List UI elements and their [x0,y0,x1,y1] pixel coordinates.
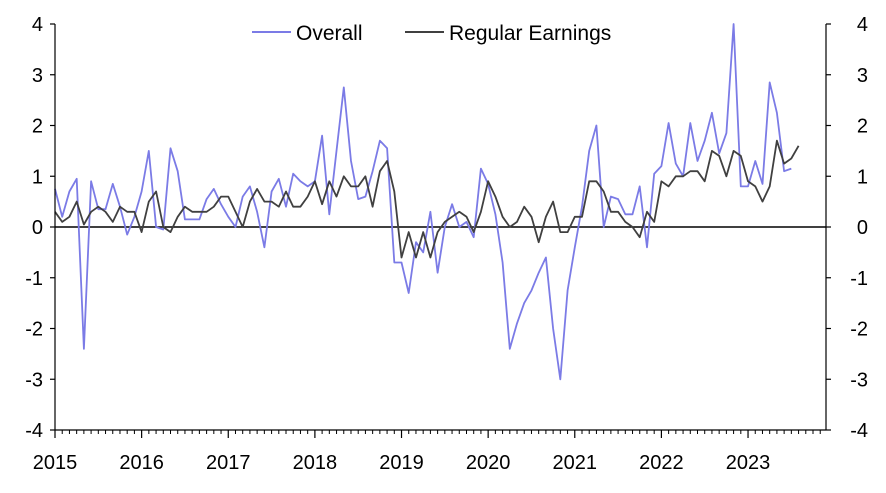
y-tick-label-right: 1 [857,166,868,188]
y-tick-label-right: 4 [857,14,868,36]
y-tick-label-left: -4 [25,420,43,442]
y-tick-label-right: 2 [857,116,868,138]
legend: Overall Regular Earnings [252,22,611,45]
y-tick-label-right: 3 [857,65,868,87]
x-tick-label: 2018 [293,452,338,474]
x-tick-label: 2021 [553,452,598,474]
series-line-regular-earnings [54,139,800,259]
y-tick-label-right: 0 [857,217,868,239]
x-tick-label: 2022 [639,452,684,474]
y-tick-label-left: 0 [32,217,43,239]
series-line-overall [54,23,792,381]
axes-group: -4 -4 -3 -3 -2 -2 -1 -1 0 0 1 1 2 2 3 3 4 4 2015 2016 2017 20… [25,14,868,474]
x-tick-label: 2019 [379,452,424,474]
y-tick-label-left: 3 [32,65,43,87]
x-tick-label: 2016 [119,452,164,474]
y-tick-label-left: -3 [25,369,43,391]
legend-label-regular-earnings: Regular Earnings [449,22,611,45]
y-tick-label-right: -4 [850,420,868,442]
legend-label-overall: Overall [296,22,363,45]
x-tick-label: 2017 [206,452,251,474]
x-tick-label: 2015 [33,452,78,474]
y-tick-label-left: 2 [32,116,43,138]
series-group [54,23,800,381]
y-tick-label-right: -3 [850,369,868,391]
y-tick-label-right: -1 [850,268,868,290]
y-tick-label-left: -2 [25,319,43,341]
y-tick-label-left: 4 [32,14,43,36]
x-tick-label: 2020 [466,452,511,474]
y-tick-label-right: -2 [850,319,868,341]
y-tick-label-left: -1 [25,268,43,290]
y-tick-label-left: 1 [32,166,43,188]
x-tick-label: 2023 [726,452,771,474]
